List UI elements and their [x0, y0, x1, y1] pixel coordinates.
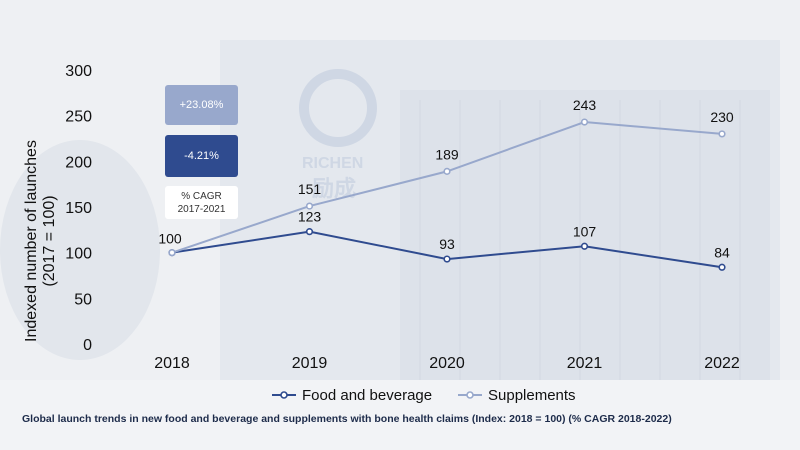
- y-tick-label: 50: [74, 291, 92, 308]
- food-cagr-value: -4.21%: [184, 150, 219, 162]
- x-tick-label: 2020: [429, 355, 465, 372]
- legend-swatch-marker: [280, 391, 288, 399]
- y-tick-label: 200: [65, 154, 92, 171]
- data-point: [718, 130, 726, 138]
- data-point: [305, 228, 314, 236]
- data-label: 151: [298, 181, 322, 197]
- y-tick-label: 100: [65, 246, 92, 263]
- food-cagr-badge: -4.21%: [165, 135, 238, 177]
- y-axis-label-line-2: (2017 = 100): [41, 195, 58, 286]
- chart-caption: Global launch trends in new food and bev…: [22, 413, 672, 425]
- legend-item: Supplements: [458, 387, 576, 404]
- data-label: 100: [158, 231, 182, 247]
- supplements-cagr-badge: +23.08%: [165, 85, 238, 125]
- legend-label: Supplements: [488, 387, 576, 404]
- data-label: 93: [439, 236, 455, 252]
- data-label: 243: [573, 97, 597, 113]
- cagr-label-line-2: 2017-2021: [177, 203, 226, 215]
- data-point: [305, 202, 314, 210]
- series-supplements: 151 189 243 230: [168, 97, 734, 257]
- legend-item: Food and beverage: [272, 387, 432, 404]
- data-point: [580, 242, 589, 250]
- series-layer: 100 123 93 107 84 151 189 243 230: [158, 97, 734, 271]
- legend-swatch-marker: [466, 391, 474, 399]
- data-point: [580, 118, 589, 126]
- y-tick-label: 150: [65, 200, 92, 217]
- data-label: 230: [710, 109, 734, 125]
- data-label: 189: [435, 146, 459, 162]
- cagr-label-line-1: % CAGR: [181, 190, 222, 202]
- data-label: 123: [298, 209, 322, 225]
- svg-text:励成: 励成: [312, 177, 356, 202]
- y-axis-label-line-1: Indexed number of launches: [23, 140, 40, 342]
- legend: Food and beverage Supplements: [272, 387, 576, 404]
- y-tick-label: 300: [65, 63, 92, 80]
- data-label: 84: [714, 244, 730, 260]
- series-line: [171, 121, 723, 254]
- svg-text:RICHEN: RICHEN: [302, 155, 363, 172]
- x-tick-label: 2019: [292, 355, 328, 372]
- series-food-and-beverage: 100 123 93 107 84: [158, 209, 730, 271]
- y-tick-label: 250: [65, 109, 92, 126]
- data-label: 107: [573, 223, 597, 239]
- data-point: [168, 249, 176, 257]
- x-tick-label: 2022: [704, 355, 740, 372]
- y-tick-label: 0: [83, 337, 92, 354]
- supplements-cagr-value: +23.08%: [179, 99, 224, 111]
- data-point: [443, 167, 451, 175]
- company-logo-icon: RICHEN 励成: [299, 69, 377, 202]
- y-axis-label: Indexed number of launches (2017 = 100): [23, 140, 58, 342]
- data-point: [443, 255, 451, 263]
- x-tick-label: 2021: [567, 355, 603, 372]
- data-point: [718, 263, 726, 271]
- cagr-legend-badge: % CAGR 2017-2021: [165, 186, 238, 219]
- x-tick-label: 2018: [154, 355, 190, 372]
- y-axis-ticks: 0 50 100 150 200 250 300: [65, 63, 92, 354]
- x-axis-ticks: 2018 2019 2020 2021 2022: [154, 355, 740, 372]
- legend-label: Food and beverage: [302, 387, 432, 404]
